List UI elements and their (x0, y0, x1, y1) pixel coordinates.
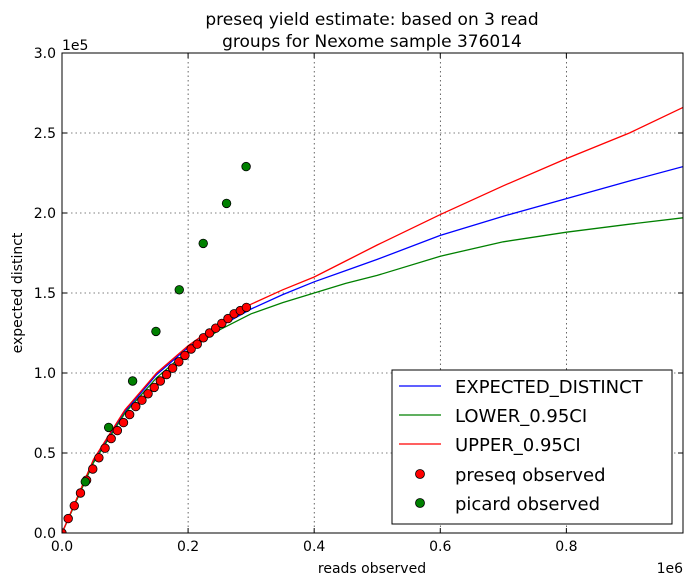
x-multiplier: 1e6 (657, 561, 684, 577)
y-multiplier: 1e5 (62, 38, 88, 54)
point-picard-observed (103, 422, 114, 433)
y-tick-label: 0.5 (34, 446, 56, 462)
point-picard-observed (151, 326, 161, 337)
point-preseq-observed (124, 409, 135, 420)
series-line-expected-distinct (62, 165, 683, 533)
point-preseq-observed (149, 382, 159, 393)
legend: EXPECTED_DISTINCT LOWER_0.95CI UPPER_0.9… (391, 369, 673, 525)
point-preseq-observed (137, 395, 147, 405)
point-preseq-observed (112, 425, 123, 436)
y-axis-label: expected distinct (10, 232, 26, 353)
y-tick-label: 2.5 (34, 126, 56, 142)
series-line-lower-0-95ci (62, 217, 683, 533)
legend-label-picard: picard observed (455, 494, 600, 515)
point-preseq-observed (198, 333, 209, 343)
point-preseq-observed (223, 313, 233, 324)
point-preseq-observed (131, 401, 141, 412)
point-picard-observed (174, 285, 184, 295)
y-tick-label: 1.0 (34, 366, 56, 382)
point-preseq-observed (211, 323, 221, 333)
x-tick-label: 0.4 (303, 539, 325, 555)
point-picard-observed (80, 477, 91, 487)
y-tick-label: 2.0 (34, 206, 56, 222)
legend-box (391, 369, 673, 525)
y-tick-label: 1.5 (34, 286, 56, 302)
series-line-upper-0-95ci (62, 106, 683, 533)
legend-label-preseq: preseq observed (455, 465, 606, 486)
point-preseq-observed (94, 453, 104, 463)
legend-marker-preseq (415, 469, 425, 479)
x-axis-label: reads observed (318, 561, 426, 577)
tick-layer: 0.0 0.2 0.4 0.6 0.8 0.0 0.5 1.0 1.5 2.0 2.5 3.0 (34, 46, 683, 555)
x-tick-label: 0.6 (429, 539, 451, 555)
chart-title-line1: preseq yield estimate: based on 3 read (205, 10, 538, 30)
y-tick-label: 3.0 (34, 46, 56, 62)
point-preseq-observed (204, 328, 215, 338)
point-picard-observed (241, 161, 251, 172)
point-preseq-observed (75, 488, 86, 498)
y-tick-label: 0.0 (34, 526, 56, 542)
plot-layer (62, 106, 683, 533)
point-preseq-observed (106, 433, 116, 444)
point-preseq-observed (192, 339, 202, 349)
chart-title-line2: groups for Nexome sample 376014 (222, 32, 522, 52)
point-preseq-observed (63, 513, 73, 524)
point-preseq-observed (118, 417, 129, 428)
x-tick-label: 0.8 (555, 539, 577, 555)
point-preseq-observed (241, 302, 252, 313)
legend-label-lower: LOWER_0.95CI (455, 406, 587, 427)
legend-label-expected: EXPECTED_DISTINCT (455, 377, 644, 398)
point-picard-observed (198, 238, 208, 249)
point-preseq-observed (180, 350, 190, 361)
point-preseq-observed (174, 357, 184, 367)
legend-marker-picard (415, 498, 425, 508)
point-preseq-observed (155, 376, 166, 386)
point-preseq-observed (100, 443, 110, 453)
point-preseq-observed (143, 389, 153, 399)
point-preseq-observed (69, 501, 79, 511)
point-preseq-observed (88, 464, 98, 474)
point-preseq-observed (167, 363, 178, 373)
point-preseq-observed (161, 369, 172, 380)
legend-label-upper: UPPER_0.95CI (455, 435, 581, 456)
point-picard-observed (127, 376, 138, 386)
x-tick-label: 0.2 (177, 539, 199, 555)
point-preseq-observed (217, 318, 227, 329)
point-picard-observed (221, 198, 232, 209)
point-preseq-observed (186, 344, 196, 354)
x-tick-label: 0.0 (51, 539, 73, 555)
